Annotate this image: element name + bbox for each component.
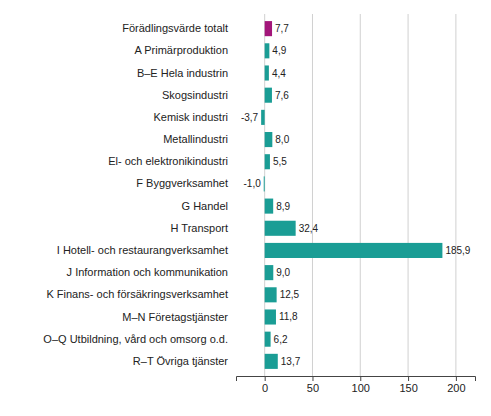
bar [265,309,276,324]
data-label: -1,0 [243,178,261,189]
plot: 7,7 4,9 4,4 7,6 -3,7 8,0 5,5 -1,0 8,9 32,4 185,9 9,… [241,14,471,376]
bars [261,21,442,369]
bar [261,110,265,125]
tick-mark [360,376,361,381]
tick: R–T Övriga tjänster [133,355,236,367]
tick-label: 0 [262,382,268,394]
grid-line [408,14,409,376]
data-label: 7,6 [275,90,289,101]
bar [263,176,265,191]
tick: Förädlingsvärde totalt [122,22,236,34]
bar [265,132,273,147]
tick: 150 [399,376,417,394]
data-label: 8,0 [275,134,289,145]
data-label: 7,7 [275,23,289,34]
data-label: 4,9 [272,45,286,56]
x-axis: 0 50 100 150 200 [237,376,476,394]
tick: 50 [307,376,319,394]
tick-mark [456,376,457,381]
axis-line [237,377,476,382]
bar [265,21,272,36]
data-label: 4,4 [272,68,286,79]
data-label: -3,7 [241,112,259,123]
tick-label: 50 [307,382,319,394]
tick: K Finans- och försäkringsverksamhet [46,288,236,300]
tick: M–N Företagstjänster [122,311,236,323]
grid-line [312,14,313,376]
data-label: 9,0 [276,267,290,278]
data-labels: 7,7 4,9 4,4 7,6 -3,7 8,0 5,5 -1,0 8,9 32,4 185,9 9,… [241,23,471,367]
data-label: 11,8 [279,311,298,322]
tick: F Byggverksamhet [136,177,236,189]
bar [265,332,271,347]
bar [265,43,270,58]
tick: Skogsindustri [162,89,236,101]
tick-label: J Information och kommunikation [67,266,228,278]
tick-mark [312,376,313,381]
bar [265,154,270,169]
tick-label: B–E Hela industrin [137,67,228,79]
tick-label: Skogsindustri [162,89,228,101]
tick: J Information och kommunikation [67,266,236,278]
tick: Metallindustri [163,133,236,145]
tick: B–E Hela industrin [137,67,236,79]
tick: El- och elektronikindustri [108,155,236,167]
tick-label: O–Q Utbildning, vård och omsorg o.d. [43,333,228,345]
grid-line [360,14,361,376]
tick: 200 [447,376,465,394]
tick-label: Förädlingsvärde totalt [122,22,228,34]
bar [265,88,272,103]
tick-label: G Handel [182,200,228,212]
chart: 7,7 4,9 4,4 7,6 -3,7 8,0 5,5 -1,0 8,9 32,4 185,9 9,… [0,0,491,416]
data-label: 5,5 [273,156,287,167]
tick: I Hotell- och restaurangverksamhet [57,244,236,256]
data-label: 185,9 [445,245,470,256]
data-label: 8,9 [276,201,290,212]
bar [265,287,277,302]
bar [265,354,278,369]
tick-mark [265,376,266,381]
tick: 100 [352,376,370,394]
bar [265,243,443,258]
y-axis: Förädlingsvärde totalt A Primärproduktion… [43,22,236,367]
bar [265,65,269,80]
tick-label: 200 [447,382,465,394]
tick-label: El- och elektronikindustri [108,155,228,167]
tick-label: H Transport [171,222,228,234]
grid-line [455,14,456,376]
data-label: 6,2 [274,334,288,345]
data-label: 32,4 [299,223,319,234]
bar [265,199,274,214]
tick-label: 150 [399,382,417,394]
data-label: 13,7 [281,356,301,367]
tick: G Handel [182,200,236,212]
tick: 0 [262,376,268,394]
tick-label: R–T Övriga tjänster [133,355,229,367]
bar [265,221,296,236]
tick-label: 100 [352,382,370,394]
tick-label: I Hotell- och restaurangverksamhet [57,244,228,256]
tick-label: M–N Företagstjänster [122,311,228,323]
tick-label: Kemisk industri [153,111,228,123]
tick-label: Metallindustri [163,133,228,145]
bar [265,265,274,280]
grid [265,14,456,376]
tick: A Primärproduktion [134,44,236,56]
tick: O–Q Utbildning, vård och omsorg o.d. [43,333,236,345]
tick-label: F Byggverksamhet [136,177,228,189]
data-label: 12,5 [280,289,300,300]
tick-label: A Primärproduktion [134,44,228,56]
tick: H Transport [171,222,236,234]
tick-label: K Finans- och försäkringsverksamhet [46,288,228,300]
tick: Kemisk industri [153,111,236,123]
tick-mark [408,376,409,381]
